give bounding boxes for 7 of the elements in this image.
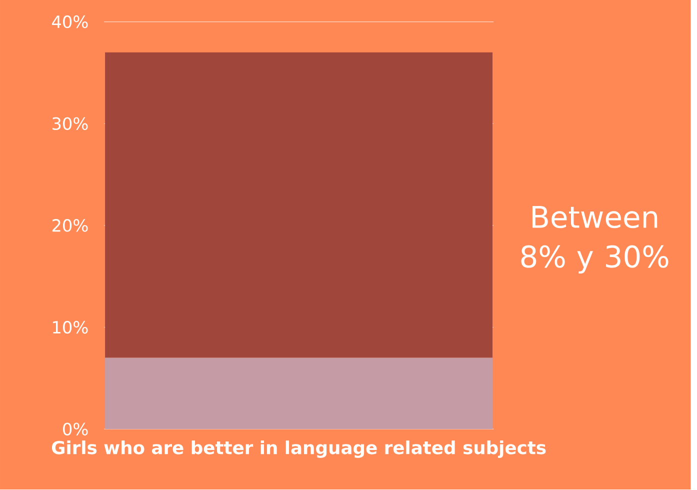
text: Between 8% y 30% bbox=[521, 206, 668, 274]
y-tick-label: 0% bbox=[63, 422, 88, 436]
x-tick-label: Girls who are better in language related subjects bbox=[52, 440, 546, 458]
y-tick-label: 40% bbox=[52, 16, 88, 28]
y-tick-label: 20% bbox=[52, 219, 88, 232]
y-tick-label: 30% bbox=[52, 117, 88, 130]
y-tick-label: 10% bbox=[53, 321, 88, 334]
